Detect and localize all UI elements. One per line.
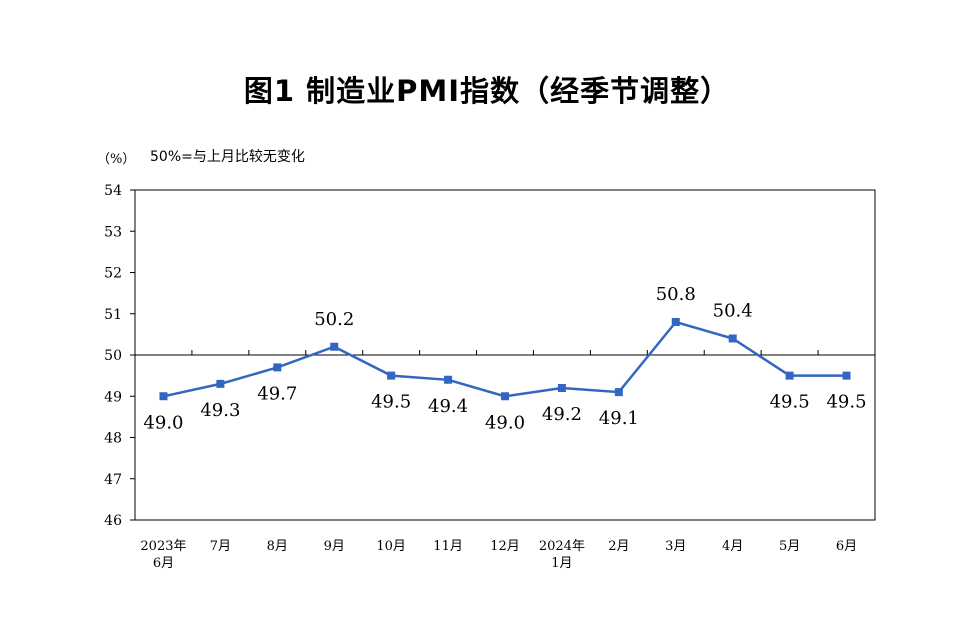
y-tick-label: 50: [104, 348, 122, 364]
data-labels: 49.0 49.3 49.7 50.2 49.5 49.4 49.0 49.2 49.1 50.8…: [143, 284, 866, 433]
data-point: [728, 334, 737, 343]
x-tick-label: 5月: [779, 539, 800, 554]
x-tick-label: 10月: [376, 539, 406, 554]
x-tick-label: 7月: [210, 539, 231, 554]
y-tick-label: 47: [104, 472, 122, 488]
x-tick-label: 6月: [836, 539, 857, 554]
y-tick-label: 49: [104, 389, 122, 405]
chart-title: 图1 制造业PMI指数（经季节调整）: [243, 74, 731, 108]
data-label: 50.2: [314, 309, 354, 330]
x-tick-label: 2023年: [140, 539, 186, 554]
data-label: 49.4: [428, 396, 468, 417]
x-axis: 2023年 6月 7月 8月 9月 10月 11月 12月 2024年 1月 2月 3月 4月 5月 6月: [140, 350, 857, 571]
reference-note: 50%=与上月比较无变化: [150, 149, 305, 165]
x-tick-label: 11月: [433, 539, 463, 554]
y-tick-label: 54: [104, 183, 122, 199]
y-tick-label: 51: [104, 307, 122, 323]
x-tick-label: 2024年: [539, 539, 585, 554]
data-label: 50.8: [656, 284, 696, 305]
data-label: 49.0: [485, 412, 525, 433]
data-point: [671, 318, 680, 326]
y-tick-label: 52: [104, 266, 122, 282]
series-markers: [159, 318, 851, 401]
x-tick-label: 6月: [153, 556, 174, 571]
data-point: [159, 392, 168, 401]
y-axis-unit: （%）: [97, 152, 136, 167]
data-point: [273, 363, 282, 372]
data-point: [330, 342, 339, 351]
x-tick-label: 2月: [608, 539, 629, 554]
data-point: [557, 384, 566, 392]
x-tick-label: 9月: [324, 539, 345, 554]
data-label: 49.5: [371, 392, 411, 413]
data-label: 49.5: [826, 392, 866, 413]
data-point: [842, 371, 851, 380]
data-point: [444, 375, 453, 384]
y-axis: 46 47 48 49 50 51 52 53 54: [104, 183, 135, 529]
data-label: 49.3: [200, 400, 240, 421]
data-label: 50.4: [713, 301, 753, 322]
data-label: 49.0: [143, 412, 183, 433]
x-tick-label: 1月: [551, 556, 572, 571]
data-label: 49.1: [599, 408, 639, 429]
data-point: [387, 371, 396, 380]
data-label: 49.7: [257, 383, 297, 404]
x-tick-label: 8月: [267, 539, 288, 554]
y-tick-label: 46: [104, 513, 122, 529]
x-tick-label: 3月: [665, 539, 686, 554]
x-tick-label: 12月: [490, 539, 520, 554]
data-point: [216, 379, 225, 388]
x-tick-label: 4月: [722, 539, 743, 554]
data-point: [614, 388, 623, 397]
data-label: 49.5: [770, 392, 810, 413]
y-tick-label: 48: [104, 431, 122, 447]
data-point: [501, 392, 509, 401]
data-point: [785, 371, 794, 380]
y-tick-label: 53: [104, 224, 122, 240]
data-label: 49.2: [542, 404, 582, 425]
